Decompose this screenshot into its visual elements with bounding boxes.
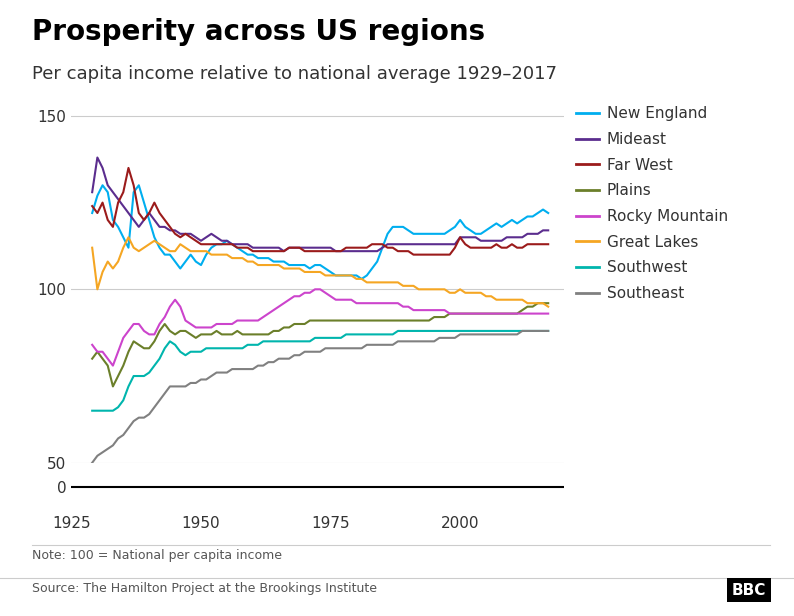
New England xyxy=(326,269,335,276)
Great Lakes xyxy=(543,303,553,310)
Plains xyxy=(497,310,507,317)
Far West xyxy=(124,164,133,172)
Southwest xyxy=(321,334,330,341)
Rocky Mountain xyxy=(149,331,159,338)
Rocky Mountain xyxy=(331,296,341,304)
Far West xyxy=(502,244,511,251)
Line: Southwest: Southwest xyxy=(92,331,548,411)
Southeast xyxy=(321,344,330,352)
New England xyxy=(269,258,279,265)
Southeast xyxy=(145,410,154,418)
Rocky Mountain xyxy=(186,320,195,328)
Mideast xyxy=(149,216,159,224)
Plains xyxy=(87,355,97,362)
Great Lakes xyxy=(139,244,148,251)
Southwest xyxy=(497,327,507,334)
New England xyxy=(149,233,159,241)
Text: Per capita income relative to national average 1929–2017: Per capita income relative to national a… xyxy=(32,65,557,83)
Line: New England: New England xyxy=(92,185,548,279)
New England xyxy=(186,251,195,258)
Line: Plains: Plains xyxy=(92,303,548,386)
Far West xyxy=(186,233,195,241)
Far West xyxy=(269,248,279,255)
Far West xyxy=(139,216,148,224)
Text: Prosperity across US regions: Prosperity across US regions xyxy=(32,18,485,46)
Southwest xyxy=(145,369,154,376)
Southwest xyxy=(87,407,97,415)
Rocky Mountain xyxy=(543,310,553,317)
Rocky Mountain xyxy=(108,362,118,370)
Rocky Mountain xyxy=(310,286,320,293)
Great Lakes xyxy=(87,244,97,251)
Mideast xyxy=(543,227,553,234)
Great Lakes xyxy=(124,233,133,241)
Plains xyxy=(543,299,553,307)
Plains xyxy=(108,383,118,390)
Text: Note: 100 = National per capita income: Note: 100 = National per capita income xyxy=(32,549,282,562)
Southeast xyxy=(87,459,97,466)
Text: Source: The Hamilton Project at the Brookings Institute: Source: The Hamilton Project at the Broo… xyxy=(32,582,377,595)
Line: Far West: Far West xyxy=(92,168,548,254)
New England xyxy=(98,182,107,189)
New England xyxy=(139,199,148,206)
Text: BBC: BBC xyxy=(732,583,766,598)
Legend: New England, Mideast, Far West, Plains, Rocky Mountain, Great Lakes, Southwest, : New England, Mideast, Far West, Plains, … xyxy=(576,106,728,301)
Southeast xyxy=(491,331,501,338)
Mideast xyxy=(269,244,279,251)
Southwest xyxy=(134,372,144,379)
Plains xyxy=(139,344,148,352)
Rocky Mountain xyxy=(502,310,511,317)
Mideast xyxy=(331,248,341,255)
Great Lakes xyxy=(497,296,507,304)
Southwest xyxy=(393,327,403,334)
New England xyxy=(87,209,97,217)
Southeast xyxy=(543,327,553,334)
Great Lakes xyxy=(269,261,279,269)
Plains xyxy=(149,338,159,345)
Great Lakes xyxy=(149,237,159,245)
Line: Southeast: Southeast xyxy=(92,331,548,463)
New England xyxy=(357,275,366,283)
Line: Mideast: Mideast xyxy=(92,158,548,251)
Great Lakes xyxy=(326,272,335,279)
Line: Rocky Mountain: Rocky Mountain xyxy=(92,290,548,366)
Line: Great Lakes: Great Lakes xyxy=(92,237,548,307)
Mideast xyxy=(139,216,148,224)
New England xyxy=(502,220,511,227)
Southwest xyxy=(181,352,191,359)
Far West xyxy=(409,251,418,258)
Far West xyxy=(87,203,97,210)
Rocky Mountain xyxy=(87,341,97,349)
Plains xyxy=(269,327,279,334)
Southeast xyxy=(134,414,144,421)
Mideast xyxy=(87,188,97,196)
Far West xyxy=(149,199,159,206)
Southeast xyxy=(181,383,191,390)
Rocky Mountain xyxy=(139,327,148,334)
Southwest xyxy=(264,338,273,345)
Southwest xyxy=(543,327,553,334)
New England xyxy=(543,209,553,217)
Mideast xyxy=(279,248,289,255)
Plains xyxy=(533,299,542,307)
Southeast xyxy=(264,359,273,366)
Southeast xyxy=(518,327,527,334)
Far West xyxy=(543,240,553,248)
Plains xyxy=(326,317,335,324)
Great Lakes xyxy=(186,248,195,255)
Mideast xyxy=(186,230,195,238)
Rocky Mountain xyxy=(269,306,279,314)
Far West xyxy=(326,248,335,255)
Plains xyxy=(186,331,195,338)
Mideast xyxy=(502,233,511,241)
Mideast xyxy=(93,154,102,161)
